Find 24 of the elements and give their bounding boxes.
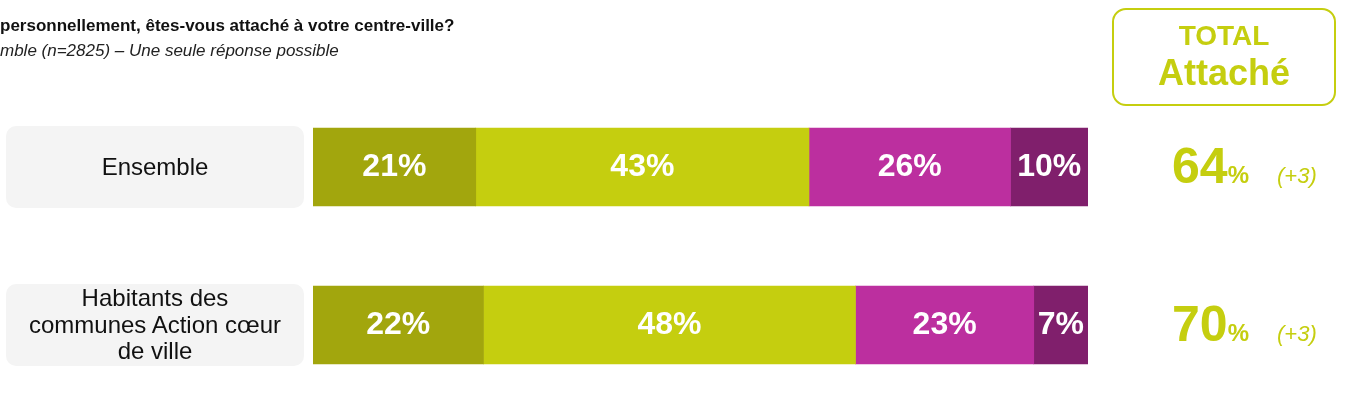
data-label: 23% [912, 304, 977, 341]
text: 70% [1172, 295, 1249, 353]
data-label: 21% [362, 146, 427, 183]
chart-title: personnellement, êtes-vous attaché à votre centre-ville? [0, 16, 455, 36]
text: mble (n=2825) – Une seule réponse possible [0, 41, 339, 61]
bar [475, 127, 810, 207]
data-label: 48% [637, 304, 702, 341]
text: (+3) [1276, 163, 1317, 189]
data-label: 26% [877, 146, 942, 183]
data-label: 7% [1037, 304, 1084, 341]
text: 64% [1172, 137, 1249, 195]
bar [313, 285, 484, 365]
data-label: 22% [366, 304, 431, 341]
bar [483, 285, 856, 365]
bar [808, 127, 1011, 207]
y-tick-label: Habitants des communes Action cœur de ville [6, 284, 304, 366]
text: (+3) [1276, 321, 1317, 347]
text: TOTAL [1178, 20, 1270, 52]
bar [855, 285, 1035, 365]
bar [313, 127, 477, 207]
text: Attaché [1157, 52, 1291, 94]
data-label: 43% [610, 146, 675, 183]
y-tick-label: Ensemble [6, 126, 304, 208]
data-label: 10% [1017, 146, 1082, 183]
